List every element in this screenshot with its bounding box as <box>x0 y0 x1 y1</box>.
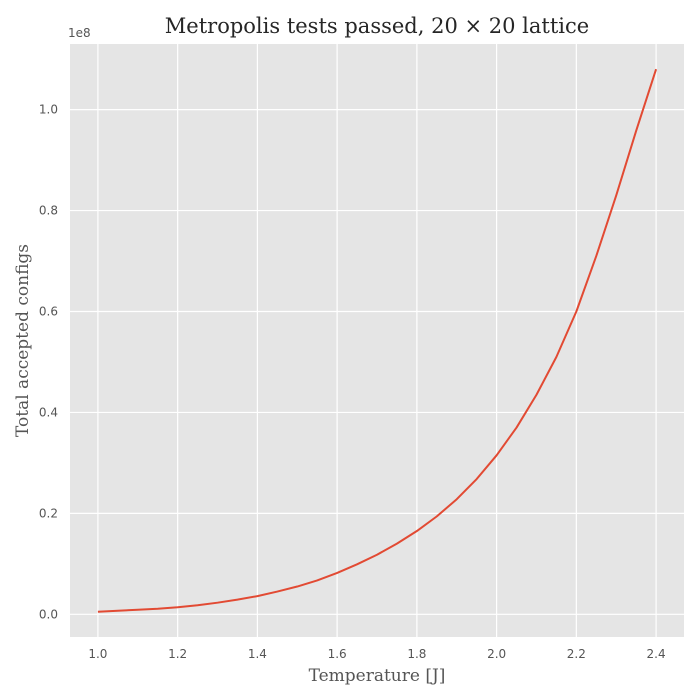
y-tick-label: 0.4 <box>39 405 58 419</box>
y-axis-label: Total accepted configs <box>13 244 33 437</box>
x-tick-label: 1.6 <box>328 647 347 661</box>
chart-title: Metropolis tests passed, 20 × 20 lattice <box>165 14 589 38</box>
grid-lines <box>70 44 684 637</box>
x-tick-label: 2.0 <box>487 647 506 661</box>
y-tick-label: 1.0 <box>39 103 58 117</box>
series-layer <box>97 68 658 613</box>
tick-labels: 1.0 1.2 1.4 1.6 1.8 2.0 2.2 2.4 0.0 0.2 0.4 0.6 0.8 1… <box>39 103 666 661</box>
y-tick-label: 0.0 <box>39 607 58 621</box>
series-line <box>97 68 658 613</box>
x-tick-label: 1.2 <box>168 647 187 661</box>
plot-area <box>70 44 684 637</box>
x-tick-label: 1.0 <box>88 647 107 661</box>
y-tick-label: 0.2 <box>39 506 58 520</box>
x-tick-label: 2.4 <box>647 647 666 661</box>
x-axis-label: Temperature [J] <box>309 666 446 686</box>
y-tick-label: 0.6 <box>39 304 58 318</box>
x-tick-label: 1.4 <box>248 647 267 661</box>
x-tick-label: 2.2 <box>567 647 586 661</box>
y-axis-offset-label: 1e8 <box>68 26 91 40</box>
x-tick-label: 1.8 <box>407 647 426 661</box>
y-tick-label: 0.8 <box>39 204 58 218</box>
